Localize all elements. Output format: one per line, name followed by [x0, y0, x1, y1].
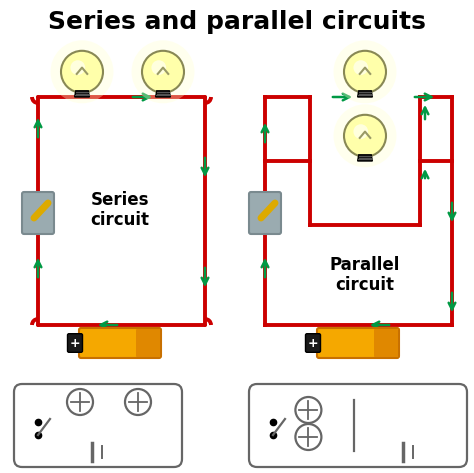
Polygon shape [74, 91, 90, 97]
Text: Parallel
circuit: Parallel circuit [330, 255, 400, 294]
Polygon shape [155, 91, 170, 97]
Circle shape [152, 60, 166, 75]
FancyBboxPatch shape [249, 384, 467, 467]
FancyBboxPatch shape [79, 328, 161, 358]
Circle shape [51, 40, 113, 103]
Circle shape [295, 397, 321, 423]
Circle shape [354, 124, 368, 139]
Circle shape [354, 60, 368, 75]
Text: +: + [308, 336, 319, 350]
FancyBboxPatch shape [22, 192, 54, 234]
Circle shape [131, 40, 194, 103]
Polygon shape [358, 91, 373, 97]
FancyBboxPatch shape [249, 192, 281, 234]
Circle shape [142, 51, 184, 93]
Circle shape [61, 51, 103, 93]
Text: Series and parallel circuits: Series and parallel circuits [48, 10, 426, 34]
Circle shape [67, 389, 93, 415]
Text: Series
circuit: Series circuit [91, 191, 149, 229]
Circle shape [344, 51, 386, 93]
Circle shape [295, 424, 321, 450]
Polygon shape [358, 155, 373, 161]
Circle shape [334, 40, 396, 103]
FancyBboxPatch shape [136, 329, 160, 357]
FancyBboxPatch shape [306, 333, 320, 352]
Text: +: + [70, 336, 80, 350]
Circle shape [71, 60, 85, 75]
FancyBboxPatch shape [317, 328, 399, 358]
FancyBboxPatch shape [14, 384, 182, 467]
Circle shape [334, 105, 396, 167]
Circle shape [344, 115, 386, 157]
Circle shape [125, 389, 151, 415]
FancyBboxPatch shape [374, 329, 398, 357]
FancyBboxPatch shape [67, 333, 82, 352]
